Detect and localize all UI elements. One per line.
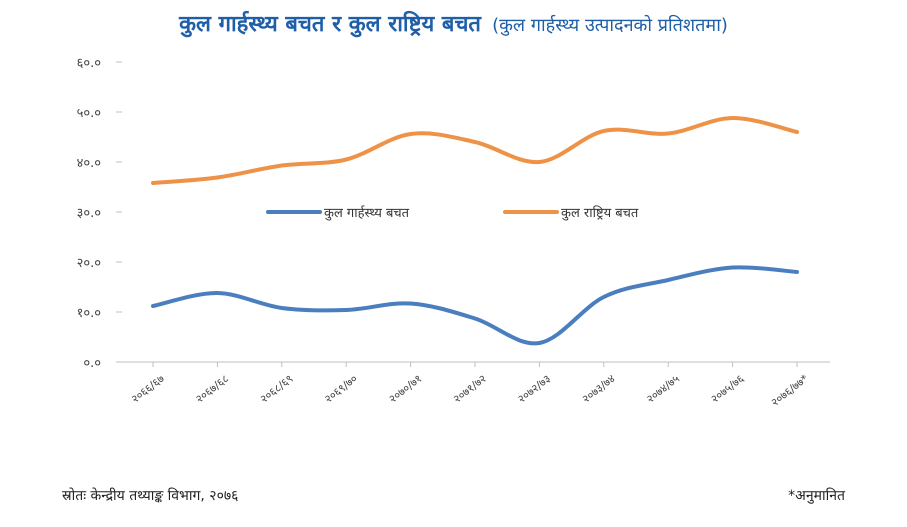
x-tick-label: २०६९/७० [322, 372, 360, 406]
source-text: स्रोतः केन्द्रीय तथ्याङ्क विभाग, २०७६ [62, 488, 239, 504]
x-tick-label: २०७५/७६ [708, 372, 746, 406]
y-tick-label: ६०.० [77, 56, 101, 71]
x-tick-label: २०६७/६८ [193, 372, 231, 406]
x-tick-label: २०७६/७७* [769, 372, 812, 409]
y-tick-label: ४०.० [77, 156, 101, 171]
y-tick-label: ३०.० [77, 206, 101, 221]
chart-title-block: कुल गार्हस्थ्य बचत र कुल राष्ट्रिय बचत (… [0, 8, 907, 38]
estimate-note: *अनुमानित [788, 488, 845, 504]
x-axis: २०६६/६७ २०६७/६८ २०६८/६९ २०६९/७० २०७०/७१ २०७१/… [129, 362, 811, 409]
y-axis: ०.० १०.० २०.० ३०.० ४०.० ५०.० ६०.० [77, 56, 830, 371]
x-tick-label: २०७२/७३ [515, 372, 553, 406]
y-tick-label: ०.० [83, 356, 101, 371]
x-tick-label: २०७४/७५ [644, 372, 682, 406]
chart-subtitle: (कुल गार्हस्थ्य उत्पादनको प्रतिशतमा) [492, 15, 728, 36]
legend: कुल गार्हस्थ्य बचत कुल राष्ट्रिय बचत [266, 205, 639, 221]
y-tick-label: ५०.० [77, 106, 101, 121]
legend-label: कुल राष्ट्रिय बचत [561, 205, 639, 221]
series-lines [151, 115, 799, 346]
x-tick-label: २०७१/७२ [451, 372, 489, 406]
x-tick-label: २०७०/७१ [386, 372, 424, 406]
y-tick-label: २०.० [77, 256, 101, 271]
x-tick-label: २०६६/६७ [129, 372, 167, 406]
national-savings-line [151, 115, 799, 185]
x-tick-label: २०६८/६९ [258, 372, 296, 406]
chart-title: कुल गार्हस्थ्य बचत र कुल राष्ट्रिय बचत [179, 12, 481, 37]
household-savings-line [151, 265, 799, 346]
y-tick-label: १०.० [77, 306, 101, 321]
x-tick-label: २०७३/७४ [580, 372, 618, 406]
legend-label: कुल गार्हस्थ्य बचत [324, 205, 410, 221]
